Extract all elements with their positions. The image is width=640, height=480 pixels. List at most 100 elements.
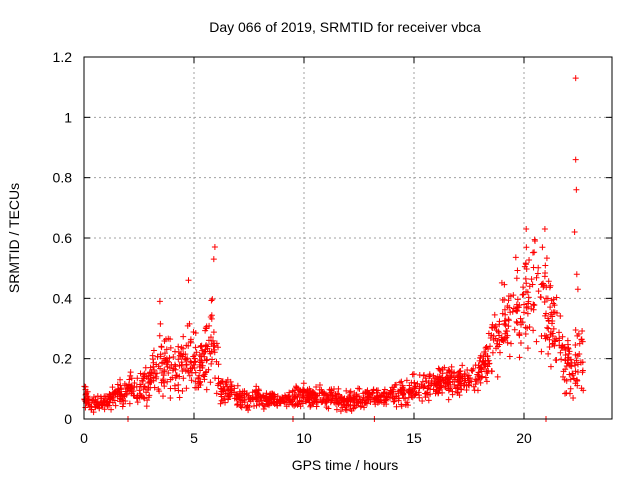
data-point [433,380,440,387]
data-point [199,359,206,366]
data-point [558,356,565,363]
data-point [249,389,256,396]
data-point [398,378,405,385]
data-point [400,395,407,402]
data-point [164,363,171,370]
data-point [268,400,275,407]
data-point [389,384,396,391]
data-point [134,375,141,382]
data-point [478,366,485,373]
data-point [464,367,471,374]
x-tick-label: 20 [516,430,532,446]
data-point [208,315,215,322]
data-point [119,403,126,410]
data-point [227,386,234,393]
data-point [449,388,456,395]
data-point [432,390,439,397]
data-point [408,393,415,400]
data-point [503,328,510,335]
y-tick-label: 0.4 [53,290,73,306]
data-point [398,401,405,408]
data-point [172,363,179,370]
data-point [501,317,508,324]
data-point [457,368,464,375]
data-point [362,399,369,406]
data-point [572,75,579,82]
data-point [153,375,160,382]
data-point [192,344,199,351]
data-point [491,311,498,318]
data-point [572,156,579,163]
data-point [233,401,240,408]
data-point [151,367,158,374]
data-point [424,385,431,392]
data-point [466,377,473,384]
data-point [520,291,527,298]
data-point [489,349,496,356]
data-point [150,347,157,354]
data-point [157,320,164,327]
data-point [255,392,262,399]
data-point [126,400,133,407]
data-point [208,360,215,367]
data-point [430,386,437,393]
data-point [542,312,549,319]
data-point [90,393,97,400]
data-point [82,404,89,411]
data-points [81,75,587,422]
data-point [445,396,452,403]
data-point [358,403,365,410]
data-point [559,333,566,340]
data-point [543,255,550,262]
data-point [509,308,516,315]
data-point [416,394,423,401]
data-point [522,330,529,337]
data-point [327,391,334,398]
data-point [231,395,238,402]
data-point [461,377,468,384]
data-point [313,403,320,410]
data-point [545,350,552,357]
data-point [530,327,537,334]
data-point [171,382,178,389]
data-point [373,387,380,394]
data-point [151,384,158,391]
data-point [557,349,564,356]
data-point [204,343,211,350]
data-point [561,390,568,397]
data-point [184,355,191,362]
data-point [253,396,260,403]
data-point [443,374,450,381]
data-point [351,390,358,397]
data-point [390,398,397,405]
data-point [322,400,329,407]
data-point [572,342,579,349]
data-point [545,317,552,324]
data-point [209,296,216,303]
data-point [409,371,416,378]
data-point [214,344,221,351]
data-point [526,283,533,290]
data-point [164,378,171,385]
data-point [160,379,167,386]
data-point [393,403,400,410]
data-point [154,353,161,360]
data-point [428,381,435,388]
data-point [259,400,266,407]
data-point [127,369,134,376]
data-point [462,371,469,378]
data-point [159,393,166,400]
data-point [514,303,521,310]
data-point [456,377,463,384]
data-point [484,352,491,359]
data-point [249,394,256,401]
data-point [486,360,493,367]
data-point [557,312,564,319]
data-point [566,348,573,355]
data-point [155,363,162,370]
data-point [579,327,586,334]
data-point [271,401,278,408]
data-point [537,294,544,301]
data-point [541,298,548,305]
data-point [143,374,150,381]
